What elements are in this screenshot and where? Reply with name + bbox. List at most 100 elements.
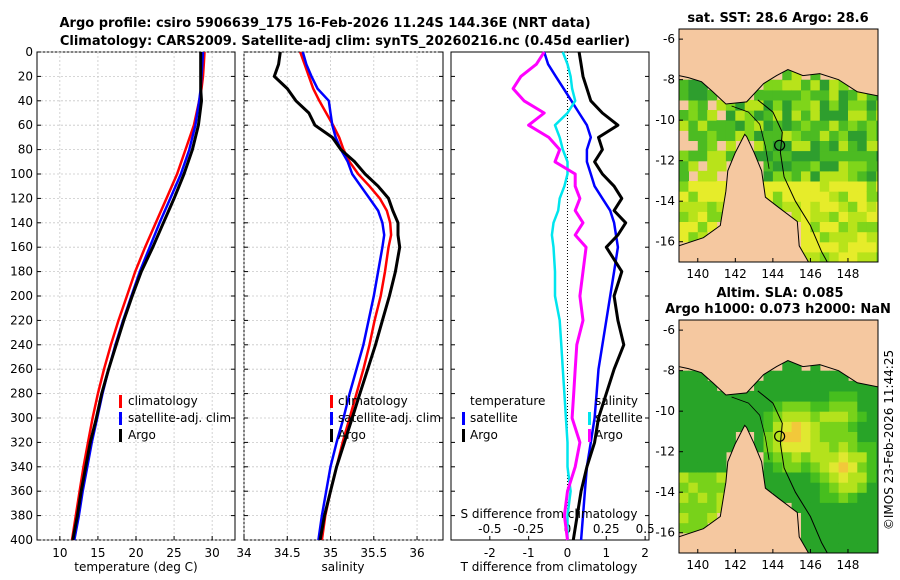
map-cell [866, 542, 877, 553]
map-cell [857, 99, 868, 111]
map-cell [782, 421, 793, 432]
map-cell [744, 99, 755, 111]
map-cell [688, 130, 699, 141]
map-x-tick-label: 144 [761, 558, 784, 572]
map-cell [838, 512, 849, 524]
map-cell [688, 411, 699, 422]
y-tick-label: 260 [10, 362, 33, 376]
map-cell [819, 461, 830, 473]
map-cell [716, 160, 727, 172]
difference-legend: temperature satellite Argo salinity sate… [462, 394, 643, 442]
map-cell [829, 150, 840, 162]
map-cell [772, 110, 783, 121]
map-cell [819, 522, 830, 534]
map-cell [735, 99, 746, 111]
map-cell [697, 401, 708, 412]
y-tick-label: 80 [18, 143, 33, 157]
map-cell [876, 251, 878, 262]
map-cell [763, 482, 774, 493]
map-cell [810, 69, 821, 81]
map-cell [838, 532, 849, 544]
map-cell [782, 401, 793, 412]
map-cell [772, 130, 783, 141]
map-cell [876, 461, 878, 473]
map-cell [716, 492, 727, 503]
map-cell [838, 79, 849, 91]
map-cell [782, 140, 793, 152]
y-tick-label: 160 [10, 240, 33, 254]
map-cell [791, 370, 802, 382]
map-cell [801, 231, 811, 243]
map-cell [857, 201, 868, 212]
map-cell [829, 140, 840, 152]
map-cell [688, 221, 699, 233]
map-cell [810, 421, 821, 432]
map-cell [810, 441, 821, 453]
x-tick-label: 20 [128, 546, 143, 560]
map-cell [707, 492, 718, 503]
difference-x2label: S difference from climatology [461, 507, 638, 521]
map-cell [782, 492, 793, 503]
map-cell [866, 421, 877, 432]
map-cell [772, 461, 783, 473]
map-cell [810, 221, 821, 233]
y-tick-label: 300 [10, 411, 33, 425]
map-cell [725, 110, 736, 121]
map-cell [857, 482, 868, 493]
map-cell [688, 502, 699, 513]
map-cell [857, 89, 868, 101]
map-cell [697, 150, 708, 162]
map-cell [707, 512, 718, 524]
map-cell [725, 150, 736, 162]
map-cell [735, 130, 746, 141]
map-cell [679, 160, 689, 172]
y-tick-label: 360 [10, 484, 33, 498]
map-cell [725, 431, 736, 443]
map-cell [716, 120, 727, 131]
map-cell [697, 231, 708, 243]
map-cell [829, 231, 840, 243]
map-cell [782, 160, 793, 172]
map-cell [819, 241, 830, 253]
map-cell [829, 512, 840, 524]
map-cell [819, 492, 830, 503]
map-cell [848, 221, 858, 233]
y-tick-label: 20 [18, 69, 33, 83]
map-cell [810, 120, 821, 131]
map-cell [791, 160, 802, 172]
map-cell [838, 401, 849, 412]
series-line-satellite-adj-clim [301, 51, 386, 541]
map-cell [791, 360, 802, 372]
map-cell [829, 380, 840, 392]
legend-swatch-sal-satellite [588, 412, 591, 425]
x-tick-label: 30 [205, 546, 220, 560]
map-cell [866, 251, 877, 262]
map-cell [679, 441, 689, 453]
map-cell [763, 411, 774, 422]
map-x-tick-label: 142 [724, 558, 747, 572]
map-cell [810, 360, 821, 372]
map-cell [763, 421, 774, 432]
main-title-line2: Climatology: CARS2009. Satellite-adj cli… [60, 34, 630, 49]
map-cell [876, 170, 878, 182]
map-cell [801, 79, 811, 91]
map-cell [838, 461, 849, 473]
map-cell [801, 380, 811, 392]
map-cell [819, 512, 830, 524]
map-cell [688, 79, 699, 91]
difference-panel: -2 -1 0 1 2-0.5 -0.25 0 0.25 0.5 T difference fr… [450, 51, 655, 574]
map-cell [838, 140, 849, 152]
map-cell [829, 211, 840, 222]
map-cell [716, 482, 727, 493]
map-x-tick-label: 148 [837, 558, 860, 572]
map-cell [679, 191, 689, 202]
map-cell [744, 411, 755, 422]
map-cell [754, 150, 765, 162]
map-cell [848, 170, 858, 182]
map-cell [754, 390, 765, 402]
map-cell [679, 421, 689, 432]
map-cell [763, 99, 774, 111]
legend-swatch-satellite [330, 412, 333, 425]
legend-climatology: climatology [338, 394, 408, 408]
map-cell [801, 221, 811, 233]
